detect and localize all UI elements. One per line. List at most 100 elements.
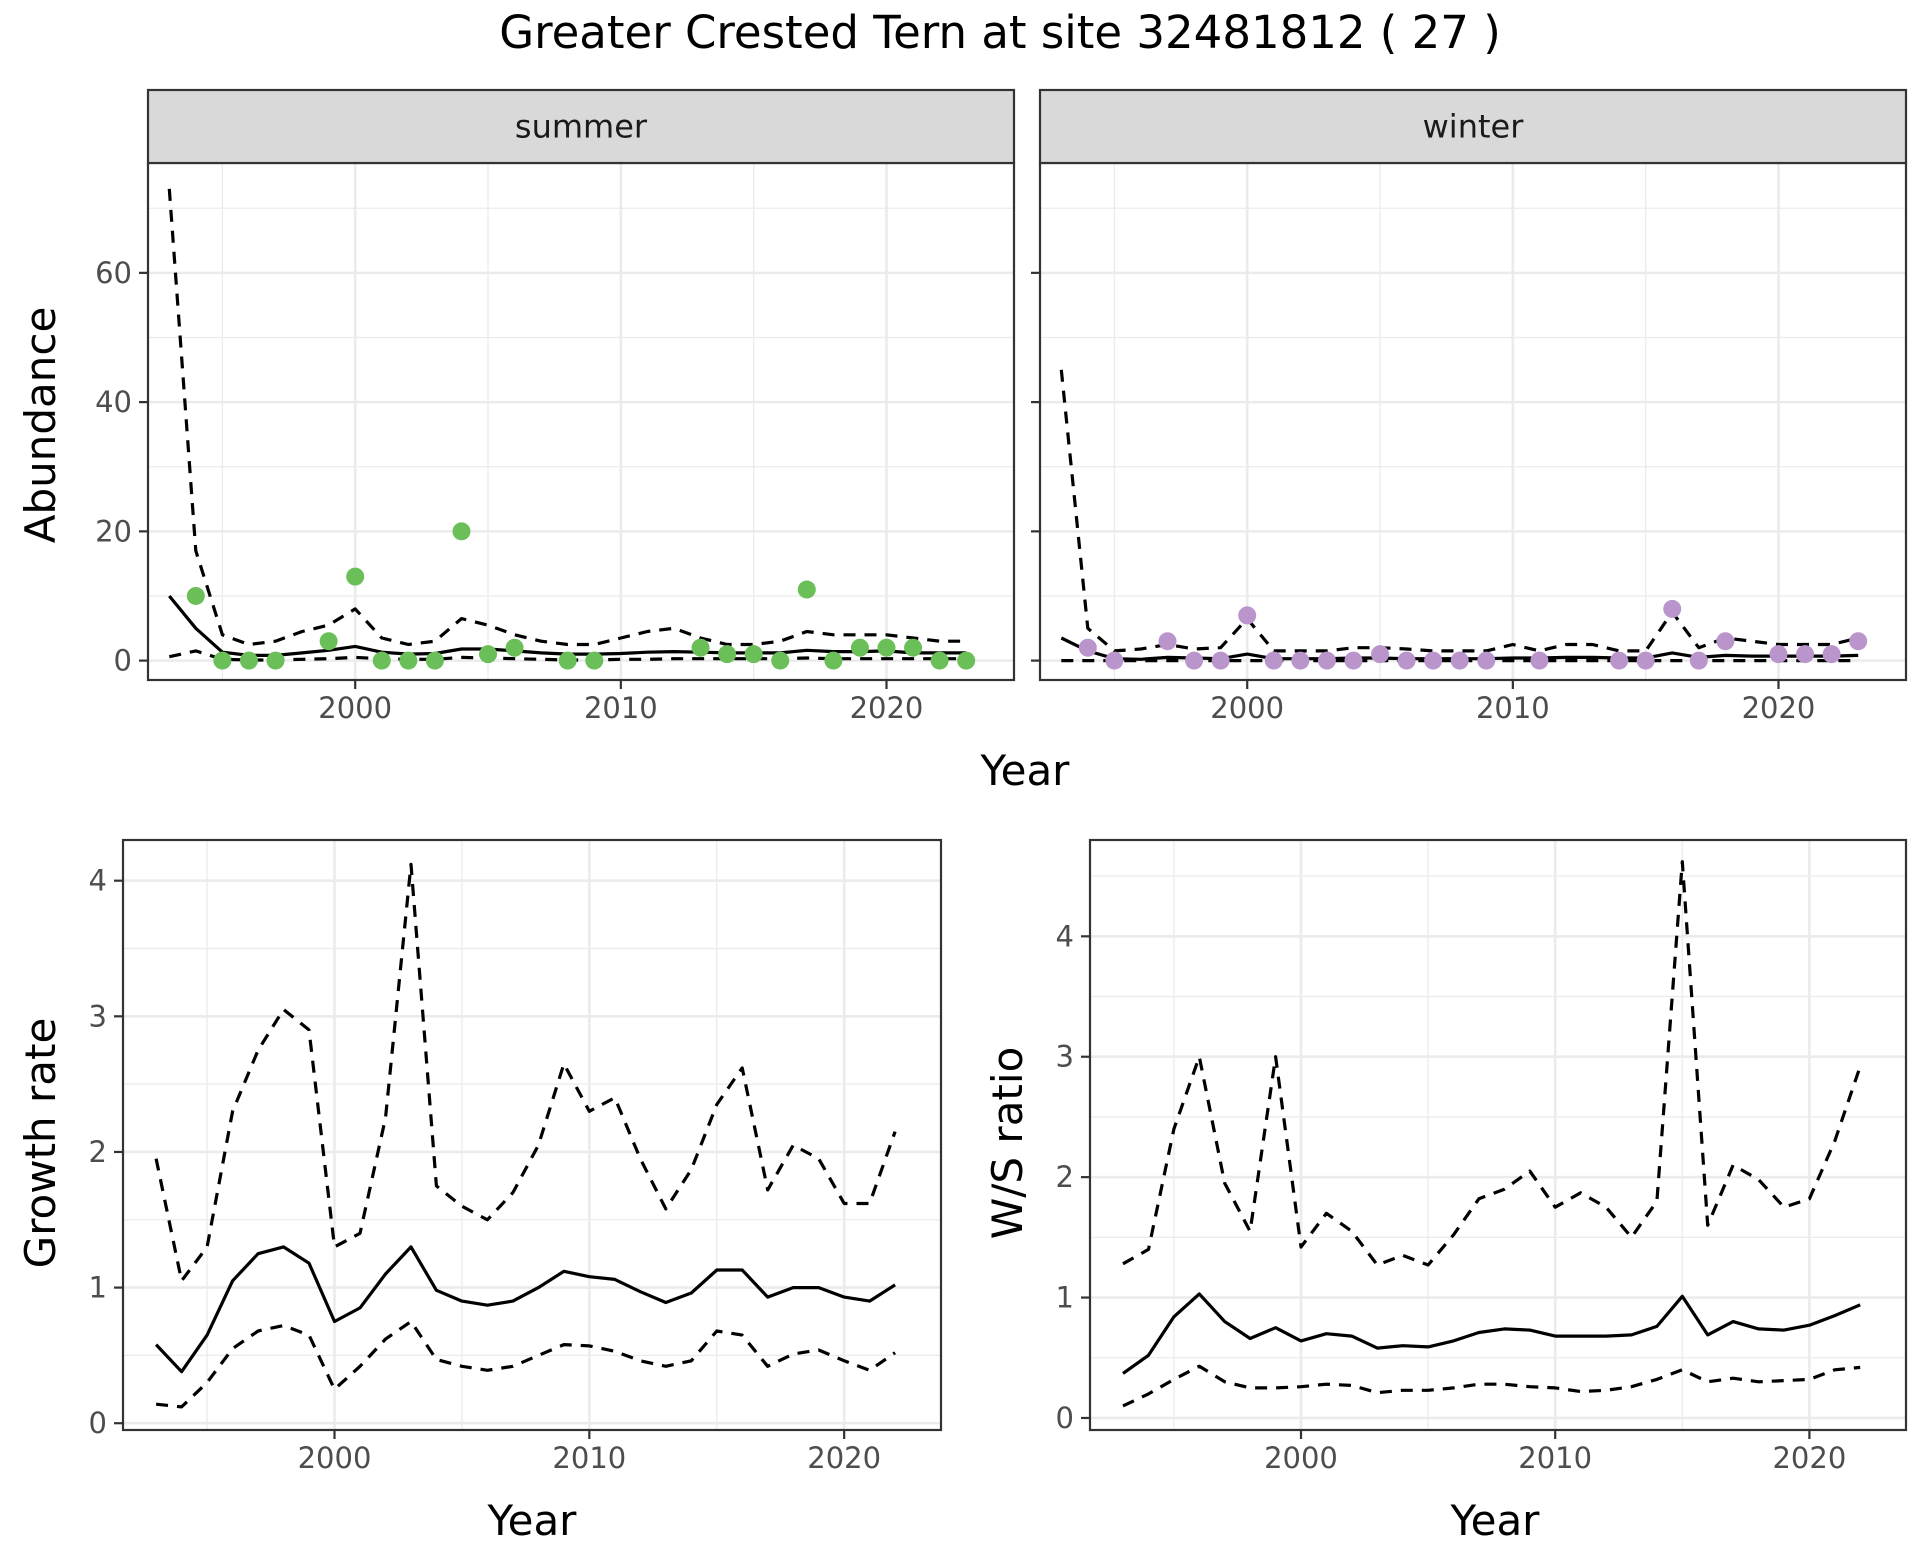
summer-data-point bbox=[797, 580, 816, 599]
summer-data-point bbox=[744, 645, 763, 664]
panel-growth: 2000 2010 2020 0 1 2 3 4 bbox=[89, 838, 943, 1475]
summer-data-point bbox=[452, 522, 471, 541]
winter-data-point bbox=[1105, 651, 1124, 670]
winter-data-point bbox=[1185, 651, 1204, 670]
summer-data-point bbox=[266, 651, 285, 670]
ws-series-line-lower-bound bbox=[1122, 1364, 1861, 1408]
summer-data-point bbox=[399, 651, 418, 670]
summer-data-point bbox=[771, 651, 790, 670]
winter-x-tick-label: 2020 bbox=[1742, 691, 1816, 725]
ws-y-axis-title: W/S ratio bbox=[983, 1047, 1032, 1240]
summer-data-point bbox=[425, 651, 444, 670]
top-y-axis-title: Abundance bbox=[16, 307, 65, 544]
winter-data-point bbox=[1211, 651, 1230, 670]
ws-x-tick-label: 2020 bbox=[1772, 1441, 1846, 1475]
growth-y-tick-label: 4 bbox=[89, 864, 107, 898]
winter-strip-label: winter bbox=[1423, 108, 1525, 146]
ws-series-line-mean bbox=[1122, 1292, 1861, 1375]
summer-data-point bbox=[239, 651, 258, 670]
growth-y-tick-label: 3 bbox=[89, 999, 107, 1033]
ws-y-tick-label: 1 bbox=[1056, 1281, 1074, 1315]
summer-data-point bbox=[346, 567, 365, 586]
growth-x-tick-label: 2010 bbox=[552, 1441, 626, 1475]
winter-data-point bbox=[1849, 632, 1868, 651]
top-x-axis-title: Year bbox=[980, 746, 1071, 795]
summer-data-point bbox=[372, 651, 391, 670]
summer-data-point bbox=[824, 651, 843, 670]
summer-data-point bbox=[877, 638, 896, 657]
figure-title: Greater Crested Tern at site 32481812 ( … bbox=[499, 6, 1501, 59]
ws-x-tick-label: 2000 bbox=[1264, 1441, 1338, 1475]
growth-y-axis-title: Growth rate bbox=[16, 1018, 65, 1269]
growth-plot-background bbox=[123, 840, 941, 1430]
winter-data-point bbox=[1530, 651, 1549, 670]
winter-data-point bbox=[1264, 651, 1283, 670]
growth-series-line-mean bbox=[154, 1245, 896, 1374]
summer-x-tick-label: 2000 bbox=[318, 691, 392, 725]
summer-data-point bbox=[691, 638, 710, 657]
growth-x-tick-label: 2020 bbox=[807, 1441, 881, 1475]
summer-plot-background bbox=[148, 163, 1014, 680]
winter-data-point bbox=[1716, 632, 1735, 651]
panel-ws: 2000 2010 2020 0 1 2 3 4 bbox=[1056, 838, 1908, 1475]
winter-strip bbox=[1038, 88, 1908, 165]
ws-y-tick-label: 4 bbox=[1056, 919, 1074, 953]
winter-data-point bbox=[1822, 645, 1841, 664]
summer-x-tick-label: 2010 bbox=[584, 691, 658, 725]
summer-data-point bbox=[850, 638, 869, 657]
winter-data-point bbox=[1317, 651, 1336, 670]
ws-series-line-upper-bound bbox=[1122, 860, 1862, 1267]
winter-data-point bbox=[1238, 606, 1257, 625]
growth-y-tick-label: 0 bbox=[89, 1406, 107, 1440]
winter-data-point bbox=[1424, 651, 1443, 670]
ws-x-tick-label: 2010 bbox=[1518, 1441, 1592, 1475]
summer-data-point bbox=[505, 638, 524, 657]
winter-data-point bbox=[1397, 651, 1416, 670]
ws-plot-background bbox=[1090, 840, 1906, 1430]
winter-data-point bbox=[1291, 651, 1310, 670]
winter-data-point bbox=[1078, 638, 1097, 657]
winter-data-point bbox=[1663, 599, 1682, 618]
panel-summer: summer 2000 2010 2020 0 20 40 60 bbox=[95, 88, 1016, 725]
winter-data-point bbox=[1689, 651, 1708, 670]
summer-x-tick-label: 2020 bbox=[850, 691, 924, 725]
winter-data-point bbox=[1796, 645, 1815, 664]
summer-y-tick-label: 20 bbox=[95, 514, 132, 548]
summer-data-point bbox=[904, 638, 923, 657]
winter-x-tick-label: 2000 bbox=[1210, 691, 1284, 725]
summer-strip-label: summer bbox=[515, 108, 648, 146]
growth-panel-border bbox=[121, 838, 943, 1432]
growth-x-axis-title: Year bbox=[487, 1496, 578, 1545]
winter-data-point bbox=[1636, 651, 1655, 670]
winter-data-point bbox=[1610, 651, 1629, 670]
winter-data-point bbox=[1477, 651, 1496, 670]
summer-data-point bbox=[957, 651, 976, 670]
growth-series-line-upper-bound bbox=[154, 862, 897, 1283]
ws-y-tick-label: 3 bbox=[1056, 1040, 1074, 1074]
summer-series-line-upper-bound bbox=[167, 188, 967, 647]
summer-y-tick-label: 60 bbox=[95, 256, 132, 290]
summer-data-point bbox=[930, 651, 949, 670]
summer-y-tick-label: 40 bbox=[95, 385, 132, 419]
summer-data-point bbox=[718, 645, 737, 664]
winter-plot-background bbox=[1040, 163, 1906, 680]
summer-strip bbox=[146, 88, 1016, 165]
summer-data-point bbox=[479, 645, 498, 664]
winter-data-point bbox=[1371, 645, 1390, 664]
growth-y-tick-label: 2 bbox=[89, 1135, 107, 1169]
summer-data-point bbox=[213, 651, 232, 670]
winter-x-tick-label: 2010 bbox=[1476, 691, 1550, 725]
ws-y-tick-label: 2 bbox=[1056, 1160, 1074, 1194]
summer-data-point bbox=[319, 632, 338, 651]
winter-data-point bbox=[1344, 651, 1363, 670]
winter-data-point bbox=[1450, 651, 1469, 670]
summer-y-tick-label: 0 bbox=[114, 644, 132, 678]
summer-data-point bbox=[558, 651, 577, 670]
winter-data-point bbox=[1158, 632, 1177, 651]
growth-y-tick-label: 1 bbox=[89, 1271, 107, 1305]
growth-x-tick-label: 2000 bbox=[298, 1441, 372, 1475]
panel-winter: winter 2000 2010 2020 bbox=[1031, 88, 1908, 725]
summer-data-point bbox=[186, 586, 205, 605]
growth-series-line-lower-bound bbox=[155, 1319, 897, 1409]
